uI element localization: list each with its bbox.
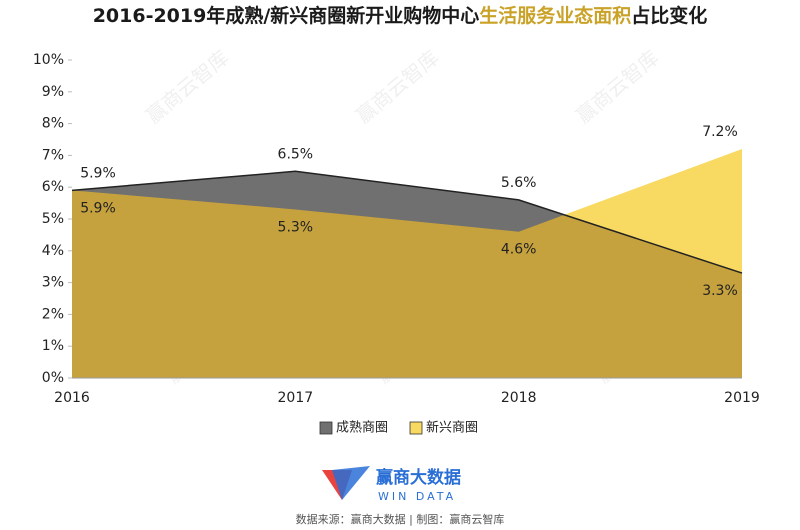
y-tick-label: 6%: [42, 179, 64, 195]
logo: [322, 466, 370, 500]
data-label: 5.9%: [80, 200, 116, 216]
data-label: 5.3%: [278, 219, 314, 235]
legend-label: 新兴商圈: [426, 420, 478, 436]
y-tick-label: 9%: [42, 84, 64, 100]
y-tick-label: 0%: [42, 370, 64, 386]
y-tick-label: 10%: [33, 52, 64, 68]
watermark: 赢商云智库: [141, 45, 233, 128]
title-part: 占比变化: [631, 4, 707, 27]
chart-title: 2016-2019年成熟/新兴商圈新开业购物中心生活服务业态面积占比变化: [93, 4, 708, 27]
x-tick-label: 2017: [278, 390, 314, 406]
title-part: 生活服务业态面积: [479, 4, 631, 27]
y-tick-label: 5%: [42, 211, 64, 227]
y-tick-label: 3%: [42, 275, 64, 291]
data-label: 5.6%: [501, 175, 537, 191]
legend-swatch: [319, 421, 333, 435]
legend-swatch: [409, 421, 423, 435]
line: [71, 170, 743, 274]
y-tick-label: 8%: [42, 116, 64, 132]
legend-label: 成熟商圈: [336, 420, 388, 436]
x-tick-label: 2018: [501, 390, 537, 406]
logo-sub: WIN DATA: [378, 490, 456, 503]
data-label: 4.6%: [501, 242, 537, 258]
y-tick-label: 1%: [42, 338, 64, 354]
watermark: 赢商云智库: [351, 45, 443, 128]
x-tick-label: 2016: [54, 390, 90, 406]
y-tick-label: 2%: [42, 306, 64, 322]
x-tick-label: 2019: [724, 390, 760, 406]
data-label: 3.3%: [702, 283, 738, 299]
y-tick-label: 7%: [42, 147, 64, 163]
data-label: 7.2%: [702, 124, 738, 140]
data-label: 5.9%: [80, 165, 116, 181]
y-tick-label: 4%: [42, 243, 64, 259]
overlap-area: [72, 171, 742, 378]
watermark: 赢商云智库: [571, 45, 663, 128]
logo-name: 赢商大数据: [376, 467, 461, 488]
data-label: 6.5%: [278, 146, 314, 162]
title-part: 2016-2019年成熟/新兴商圈新开业购物中心: [93, 4, 480, 27]
source: 数据来源：赢商大数据 | 制图：赢商云智库: [296, 512, 505, 526]
